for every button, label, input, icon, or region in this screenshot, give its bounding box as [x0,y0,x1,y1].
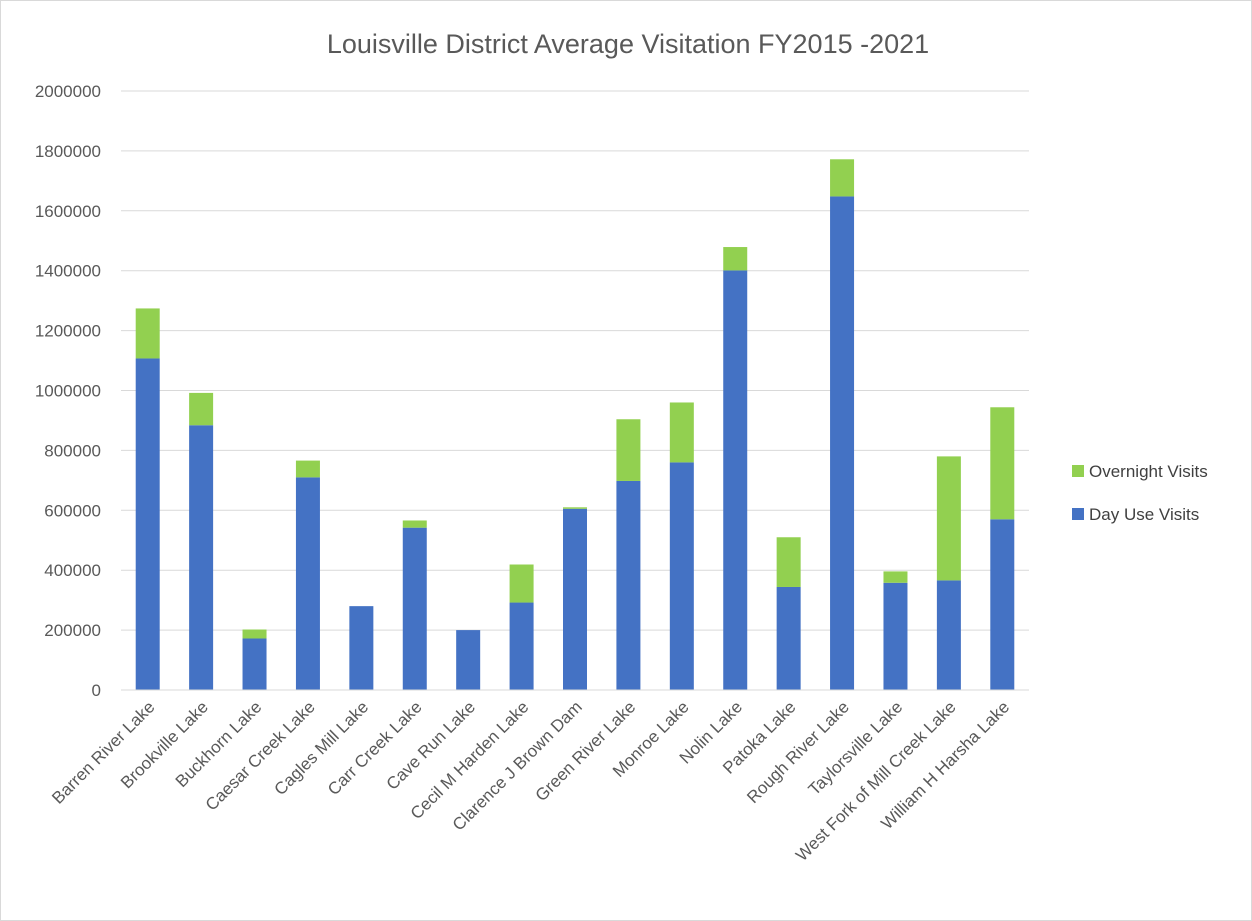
chart-title: Louisville District Average Visitation F… [327,29,929,59]
bar-day-use-visits-buckhorn-lake [242,638,267,690]
bar-day-use-visits-green-river-lake [616,480,641,690]
y-tick-label-1400000: 1400000 [35,262,101,281]
y-tick-label-2000000: 2000000 [35,82,101,101]
gridlines [121,90,1029,631]
y-tick-label-1800000: 1800000 [35,142,101,161]
bar-day-use-visits-cagles-mill-lake [349,606,374,690]
y-tick-label-600000: 600000 [44,501,101,520]
bar-overnight-visits-west-fork-of-mill-creek-lake [936,456,961,581]
bar-overnight-visits-barren-river-lake [135,308,160,359]
y-tick-label-1000000: 1000000 [35,382,101,401]
x-tick-label-green-river-lake: Green River Lake [532,697,640,805]
bar-day-use-visits-cave-run-lake [456,630,481,690]
bar-overnight-visits-cecil-m-harden-lake [509,564,534,603]
bar-overnight-visits-monroe-lake [669,402,694,463]
bar-day-use-visits-caesar-creek-lake [295,477,320,690]
bar-overnight-visits-caesar-creek-lake [295,460,320,478]
bar-day-use-visits-brookville-lake [189,425,214,690]
y-axis-tick-labels: 0 200000 400000 600000 800000 1000000 1200000 1… [35,82,101,700]
legend-label-day-use-visits: Day Use Visits [1089,505,1199,524]
bar-day-use-visits-barren-river-lake [135,358,160,690]
bar-overnight-visits-brookville-lake [189,392,214,426]
y-tick-label-1600000: 1600000 [35,202,101,221]
legend-label-overnight-visits: Overnight Visits [1089,462,1208,481]
bar-day-use-visits-clarence-j-brown-dam [563,508,587,690]
bars [135,159,1015,690]
x-tick-label-taylorsville-lake: Taylorsville Lake [805,697,907,799]
x-tick-label-cagles-mill-lake: Cagles Mill Lake [271,697,373,799]
bar-day-use-visits-patoka-lake [776,586,801,690]
bar-overnight-visits-rough-river-lake [830,159,855,197]
x-tick-label-carr-creek-lake: Carr Creek Lake [324,697,426,799]
bar-overnight-visits-patoka-lake [776,537,801,587]
y-tick-label-400000: 400000 [44,561,101,580]
y-tick-label-200000: 200000 [44,621,101,640]
y-tick-label-1200000: 1200000 [35,322,101,341]
legend-swatch-overnight-visits [1072,465,1084,477]
bar-day-use-visits-carr-creek-lake [402,527,427,690]
legend: Overnight Visits Day Use Visits [1072,462,1208,524]
bar-day-use-visits-cecil-m-harden-lake [509,602,534,690]
bar-day-use-visits-west-fork-of-mill-creek-lake [936,580,961,690]
bar-overnight-visits-william-h-harsha-lake [990,407,1015,520]
bar-day-use-visits-taylorsville-lake [883,582,908,690]
bar-overnight-visits-buckhorn-lake [242,629,267,639]
bar-overnight-visits-carr-creek-lake [402,520,427,528]
bar-overnight-visits-taylorsville-lake [883,571,908,583]
bar-day-use-visits-monroe-lake [669,462,694,690]
bar-overnight-visits-nolin-lake [723,247,748,271]
y-tick-label-0: 0 [92,681,101,700]
bar-overnight-visits-green-river-lake [616,419,641,481]
legend-swatch-day-use-visits [1072,508,1084,520]
x-tick-label-rough-river-lake: Rough River Lake [743,697,853,807]
bar-day-use-visits-william-h-harsha-lake [990,519,1015,690]
bar-day-use-visits-rough-river-lake [830,196,855,690]
bar-day-use-visits-nolin-lake [723,270,748,690]
y-tick-label-800000: 800000 [44,441,101,460]
bar-overnight-visits-clarence-j-brown-dam [563,507,587,509]
